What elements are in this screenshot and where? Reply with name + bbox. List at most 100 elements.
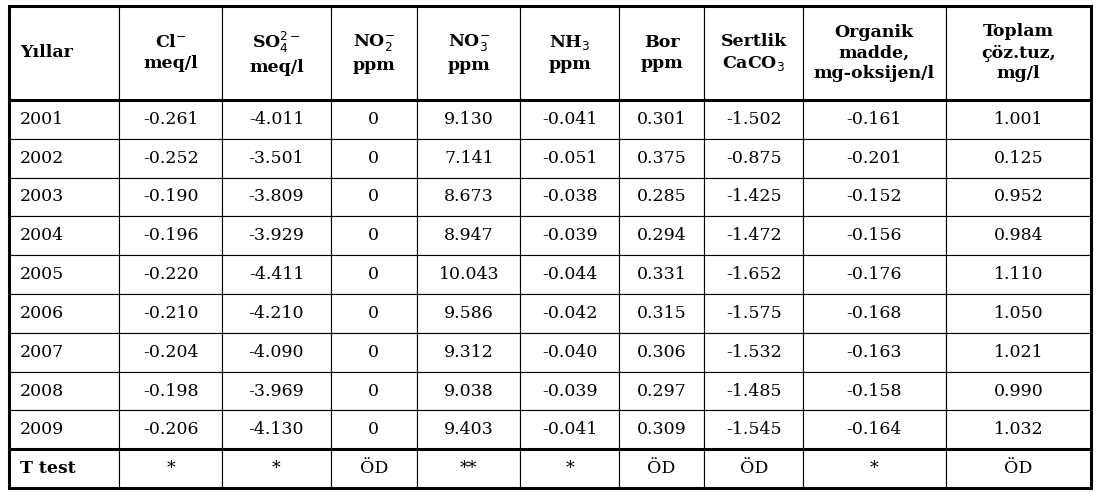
Bar	[619, 100, 704, 139]
Bar	[222, 6, 331, 100]
Bar	[704, 216, 803, 255]
Text: -1.472: -1.472	[726, 227, 781, 245]
Bar	[331, 216, 417, 255]
Bar	[222, 294, 331, 333]
Text: *: *	[565, 460, 574, 477]
Bar	[803, 333, 946, 371]
Bar	[946, 411, 1091, 449]
Text: 2007: 2007	[20, 344, 64, 361]
Bar	[331, 371, 417, 411]
Text: 0.297: 0.297	[637, 382, 686, 400]
Text: -1.575: -1.575	[726, 305, 782, 322]
Text: -0.163: -0.163	[847, 344, 902, 361]
Bar	[704, 177, 803, 216]
Bar	[119, 294, 222, 333]
Bar	[704, 139, 803, 177]
Text: 0: 0	[368, 421, 379, 438]
Bar	[119, 411, 222, 449]
Text: -1.502: -1.502	[726, 111, 781, 128]
Text: -4.130: -4.130	[249, 421, 305, 438]
Text: 2006: 2006	[20, 305, 64, 322]
Text: T test: T test	[20, 460, 76, 477]
Text: 8.673: 8.673	[444, 189, 494, 206]
Bar	[9, 6, 119, 100]
Bar	[520, 139, 619, 177]
Text: -0.261: -0.261	[143, 111, 198, 128]
Bar	[704, 6, 803, 100]
Text: -0.196: -0.196	[143, 227, 198, 245]
Text: -4.011: -4.011	[249, 111, 304, 128]
Bar	[331, 177, 417, 216]
Bar	[9, 216, 119, 255]
Text: 9.130: 9.130	[444, 111, 494, 128]
Bar	[619, 255, 704, 294]
Text: -0.204: -0.204	[143, 344, 198, 361]
Bar	[704, 100, 803, 139]
Bar	[222, 139, 331, 177]
Text: 1.032: 1.032	[993, 421, 1043, 438]
Bar	[803, 411, 946, 449]
Bar	[704, 411, 803, 449]
Bar	[946, 449, 1091, 488]
Bar	[946, 6, 1091, 100]
Bar	[946, 216, 1091, 255]
Bar	[520, 294, 619, 333]
Text: 0.301: 0.301	[637, 111, 686, 128]
Bar	[520, 100, 619, 139]
Bar	[331, 449, 417, 488]
Text: 2009: 2009	[20, 421, 64, 438]
Text: **: **	[460, 460, 477, 477]
Bar	[520, 333, 619, 371]
Text: 0: 0	[368, 111, 379, 128]
Text: 0.984: 0.984	[993, 227, 1043, 245]
Text: 0: 0	[368, 305, 379, 322]
Bar	[946, 371, 1091, 411]
Bar	[119, 371, 222, 411]
Text: -0.161: -0.161	[847, 111, 902, 128]
Text: -0.044: -0.044	[542, 266, 597, 283]
Text: -0.198: -0.198	[143, 382, 198, 400]
Text: 0: 0	[368, 189, 379, 206]
Text: -0.051: -0.051	[542, 150, 597, 166]
Text: 7.141: 7.141	[444, 150, 494, 166]
Bar	[619, 139, 704, 177]
Text: -0.201: -0.201	[847, 150, 902, 166]
Text: *: *	[272, 460, 280, 477]
Bar	[946, 255, 1091, 294]
Text: 0: 0	[368, 344, 379, 361]
Bar	[803, 449, 946, 488]
Text: 1.001: 1.001	[993, 111, 1043, 128]
Text: -3.969: -3.969	[249, 382, 305, 400]
Bar	[619, 216, 704, 255]
Bar	[9, 294, 119, 333]
Text: 0.125: 0.125	[993, 150, 1043, 166]
Text: -0.158: -0.158	[847, 382, 902, 400]
Text: 1.021: 1.021	[993, 344, 1043, 361]
Bar	[9, 255, 119, 294]
Text: -0.040: -0.040	[542, 344, 597, 361]
Bar	[704, 449, 803, 488]
Bar	[417, 449, 520, 488]
Bar	[222, 216, 331, 255]
Text: -3.501: -3.501	[249, 150, 305, 166]
Text: -0.190: -0.190	[143, 189, 198, 206]
Bar	[417, 216, 520, 255]
Bar	[417, 294, 520, 333]
Text: ÖD: ÖD	[739, 460, 768, 477]
Bar	[9, 333, 119, 371]
Text: 2005: 2005	[20, 266, 64, 283]
Bar	[704, 333, 803, 371]
Text: -4.090: -4.090	[249, 344, 305, 361]
Text: -0.210: -0.210	[143, 305, 198, 322]
Text: -0.042: -0.042	[542, 305, 597, 322]
Bar	[331, 139, 417, 177]
Bar	[9, 371, 119, 411]
Bar	[9, 177, 119, 216]
Text: -0.038: -0.038	[542, 189, 597, 206]
Text: -1.652: -1.652	[726, 266, 781, 283]
Bar	[619, 177, 704, 216]
Text: 0: 0	[368, 227, 379, 245]
Bar	[417, 255, 520, 294]
Text: 10.043: 10.043	[439, 266, 499, 283]
Text: -1.545: -1.545	[726, 421, 781, 438]
